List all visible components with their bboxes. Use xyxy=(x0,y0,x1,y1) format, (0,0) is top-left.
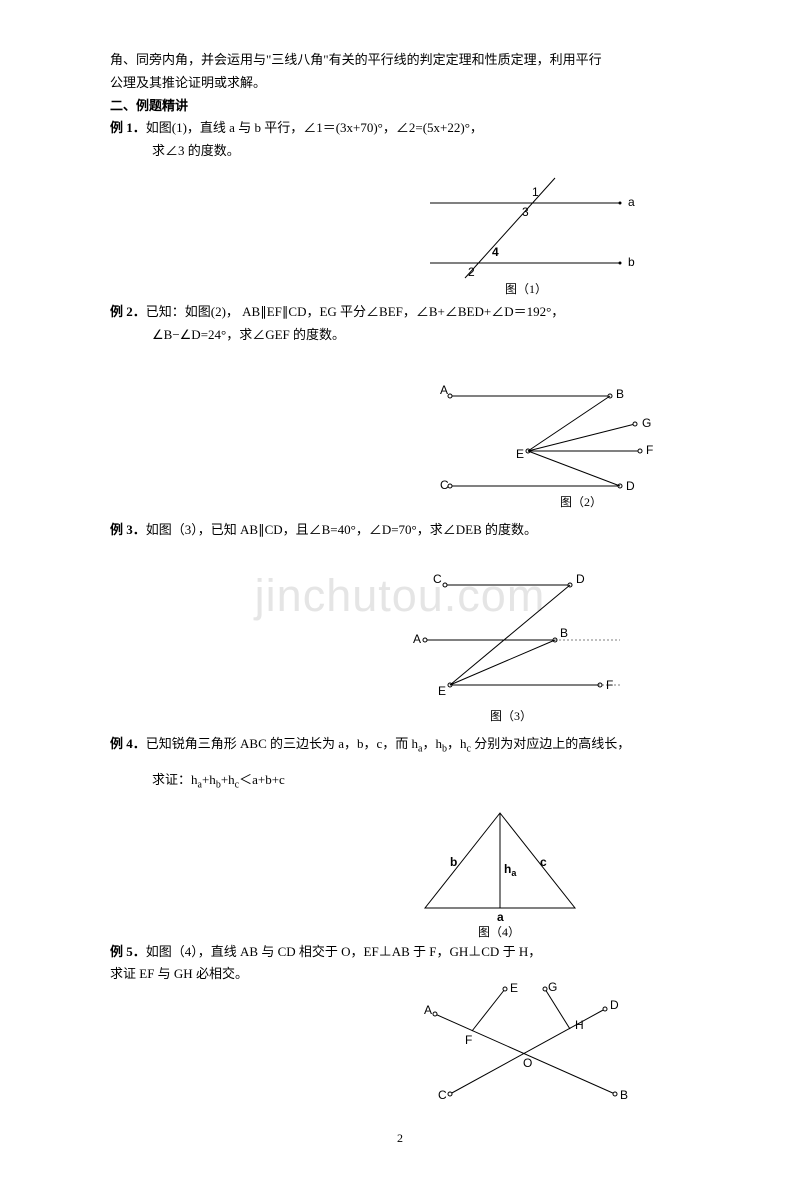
f5-B: B xyxy=(620,1088,628,1102)
ex2-line2: ∠B−∠D=24°，求∠GEF 的度数。 xyxy=(110,325,690,346)
section-title: 二、例题精讲 xyxy=(110,96,690,117)
figure-4: b c a ha 图（4） xyxy=(400,798,600,938)
ex1-line2: 求∠3 的度数。 xyxy=(110,141,690,162)
ex2-line1: 例 2．已知：如图(2)， AB∥EF∥CD，EG 平分∠BEF，∠B+∠BED… xyxy=(110,302,690,323)
ex5-text1: 如图（4），直线 AB 与 CD 相交于 O，EF⊥AB 于 F，GH⊥CD 于… xyxy=(146,944,541,959)
ex4-text: 已知锐角三角形 ABC 的三边长为 a，b，c，而 ha，hb，hc 分别为对应… xyxy=(146,736,630,751)
f2-A: A xyxy=(440,383,448,397)
f5-C: C xyxy=(438,1088,447,1102)
label-3: 3 xyxy=(522,205,529,219)
ex5-label: 例 5． xyxy=(110,944,146,959)
ex3-label: 例 3． xyxy=(110,522,146,537)
intro-line2: 公理及其推论证明或求解。 xyxy=(110,73,690,94)
f3-E: E xyxy=(438,684,446,698)
f2-C: C xyxy=(440,478,449,492)
intro-line1: 角、同旁内角，并会运用与"三线八角"有关的平行线的判定定理和性质定理，利用平行 xyxy=(110,50,690,71)
f3-F: F xyxy=(606,678,613,692)
f4-c: c xyxy=(540,855,547,869)
f5-E: E xyxy=(510,981,518,995)
f2-B: B xyxy=(616,387,624,401)
fig4-caption: 图（4） xyxy=(478,925,520,938)
f3-C: C xyxy=(433,572,442,586)
fig3-caption: 图（3） xyxy=(490,709,532,723)
f2-D: D xyxy=(626,479,635,493)
ex3-text: 如图（3），已知 AB∥CD，且∠B=40°，∠D=70°，求∠DEB 的度数。 xyxy=(146,522,537,537)
f2-G: G xyxy=(642,416,651,430)
ex1-label: 例 1． xyxy=(110,120,146,135)
ex1-text1: 如图(1)，直线 a 与 b 平行，∠1＝(3x+70)°，∠2=(5x+22)… xyxy=(146,120,483,135)
label-4: 4 xyxy=(492,245,499,259)
f4-ha: ha xyxy=(504,862,517,878)
ex4-line: 例 4．已知锐角三角形 ABC 的三边长为 a，b，c，而 ha，hb，hc 分… xyxy=(110,734,690,758)
figure-2: A B G E F C D 图（2） xyxy=(420,376,670,516)
label-2: 2 xyxy=(468,265,475,279)
figure-3: C D A B E F 图（3） xyxy=(390,560,640,730)
f3-D: D xyxy=(576,572,585,586)
figure-1: 1 3 4 2 a b 图（1） xyxy=(410,168,650,298)
ex2-label: 例 2． xyxy=(110,304,146,319)
ex2-text1: 已知：如图(2)， AB∥EF∥CD，EG 平分∠BEF，∠B+∠BED+∠D＝… xyxy=(146,304,565,319)
f2-E: E xyxy=(516,447,524,461)
ex4-proof: 求证：ha+hb+hc＜a+b+c xyxy=(110,770,690,794)
page-number: 2 xyxy=(110,1129,690,1148)
f5-H: H xyxy=(575,1018,584,1032)
f5-G: G xyxy=(548,980,557,994)
f3-A: A xyxy=(413,632,421,646)
ex5-line1: 例 5．如图（4），直线 AB 与 CD 相交于 O，EF⊥AB 于 F，GH⊥… xyxy=(110,942,690,963)
f5-O: O xyxy=(523,1056,532,1070)
ex3-line: 例 3．如图（3），已知 AB∥CD，且∠B=40°，∠D=70°，求∠DEB … xyxy=(110,520,690,541)
f5-F: F xyxy=(465,1033,472,1047)
f3-B: B xyxy=(560,626,568,640)
figure-5: A B C D E F G H O xyxy=(410,979,640,1109)
fig1-caption: 图（1） xyxy=(505,282,547,296)
fig2-caption: 图（2） xyxy=(560,495,602,509)
f5-A: A xyxy=(424,1003,432,1017)
f5-D: D xyxy=(610,998,619,1012)
ex1-line1: 例 1．如图(1)，直线 a 与 b 平行，∠1＝(3x+70)°，∠2=(5x… xyxy=(110,118,690,139)
label-b: b xyxy=(628,255,635,269)
f2-F: F xyxy=(646,443,653,457)
f4-a: a xyxy=(497,910,504,924)
label-a: a xyxy=(628,195,635,209)
ex4-label: 例 4． xyxy=(110,736,146,751)
label-1: 1 xyxy=(532,185,539,199)
f4-b: b xyxy=(450,855,457,869)
